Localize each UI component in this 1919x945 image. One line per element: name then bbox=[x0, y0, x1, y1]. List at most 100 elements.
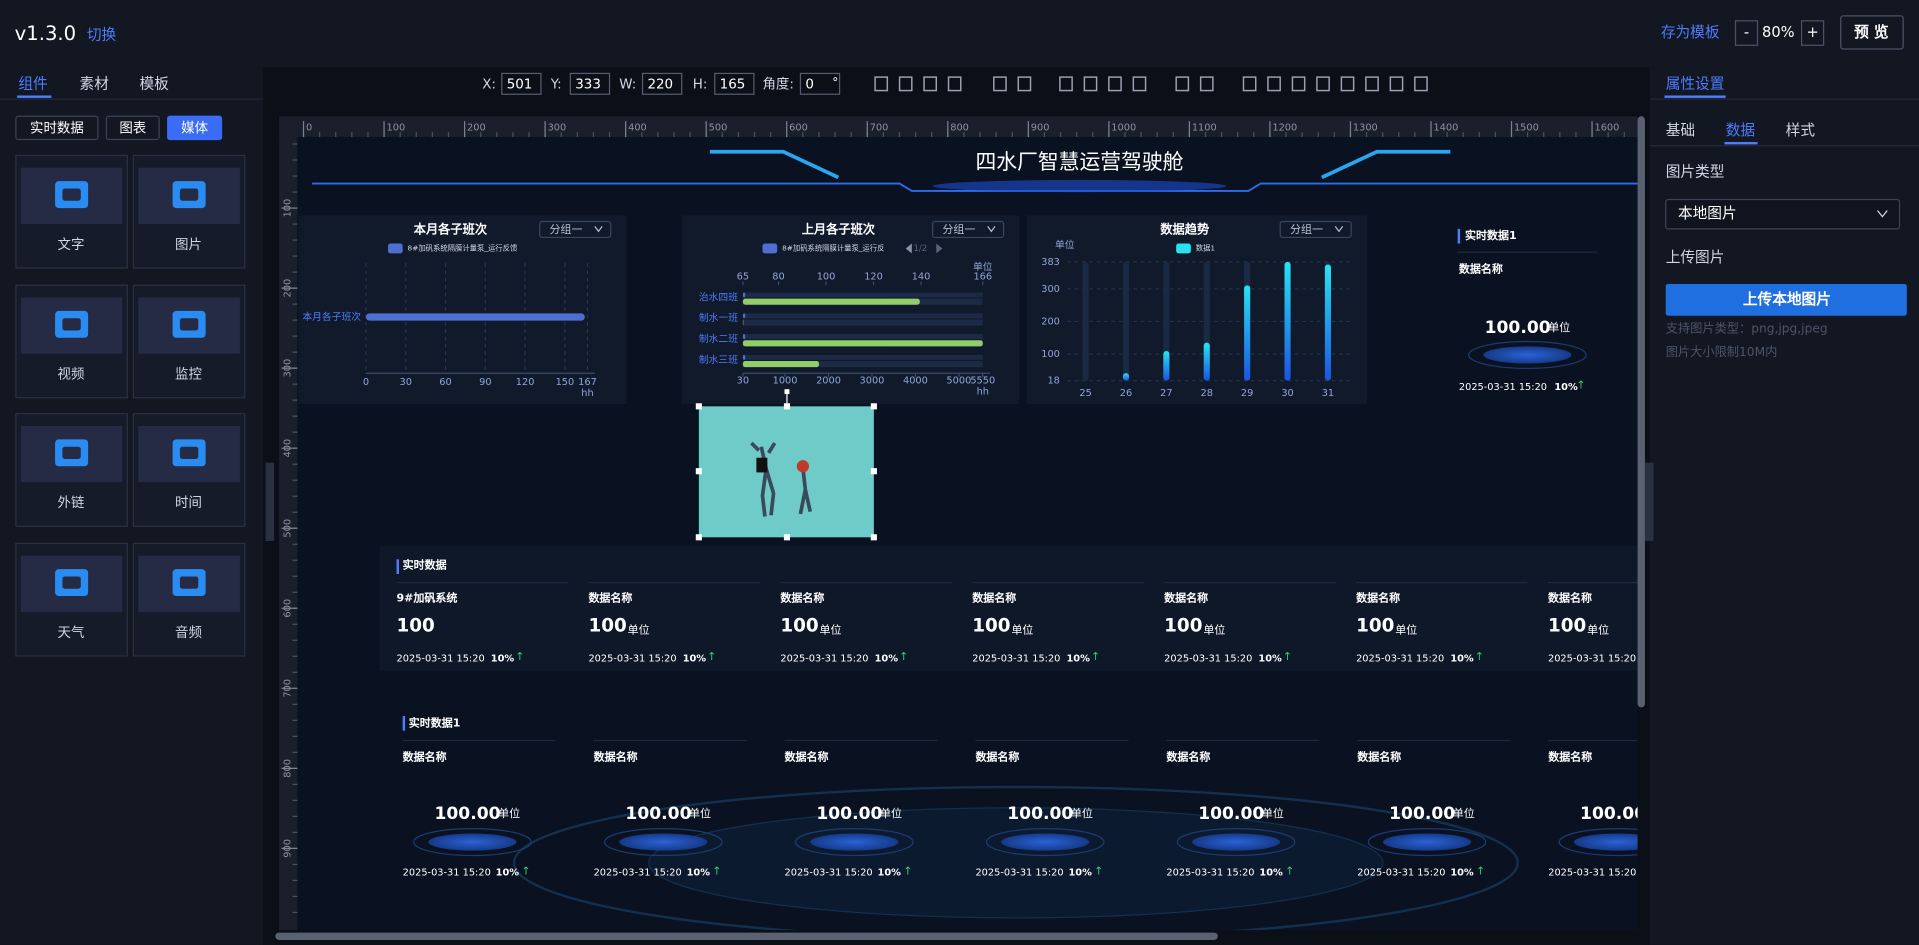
ruler-label: 900 bbox=[1031, 122, 1050, 133]
field-label: 角度: bbox=[762, 76, 793, 92]
title-marker bbox=[402, 715, 406, 731]
toolbar-icon[interactable] bbox=[1132, 76, 1147, 92]
image-type-select[interactable] bbox=[1665, 198, 1901, 230]
subtab: 图表 bbox=[119, 121, 146, 137]
toolbar-icon[interactable] bbox=[923, 76, 938, 92]
x-tick-label: 5000 bbox=[946, 376, 971, 387]
save-template[interactable]: 存为模板 bbox=[1661, 23, 1720, 41]
ruler-label: 200 bbox=[283, 279, 294, 298]
data-value: 100 bbox=[397, 616, 435, 637]
toolbar-icon[interactable] bbox=[1389, 76, 1404, 92]
toolbar-icon[interactable] bbox=[993, 76, 1007, 92]
toolbar-icon[interactable] bbox=[1316, 76, 1330, 92]
field-value: 165 bbox=[720, 77, 746, 92]
toolbar-icon[interactable] bbox=[1059, 76, 1073, 92]
component-icon-detail bbox=[179, 188, 199, 201]
x-tick-label: 30 bbox=[737, 376, 749, 387]
toolbar-icon[interactable] bbox=[1291, 76, 1306, 92]
collapse-left[interactable] bbox=[265, 462, 275, 541]
subtab-button[interactable] bbox=[105, 115, 160, 141]
resize-handle[interactable] bbox=[870, 468, 877, 475]
ruler-top bbox=[279, 116, 1638, 138]
glow bbox=[512, 785, 1519, 931]
dashboard-title: 四水厂智慧运营驾驶舱 bbox=[975, 150, 1183, 174]
settings-tab[interactable]: 数据 bbox=[1726, 122, 1756, 139]
resize-handle[interactable] bbox=[870, 534, 877, 541]
bar bbox=[1284, 261, 1291, 381]
x2-tick-label: 120 bbox=[864, 272, 883, 283]
data-time: 2025-03-31 15:20 bbox=[1459, 382, 1547, 393]
toolbar-icon[interactable] bbox=[1414, 76, 1428, 92]
toolbar-icon[interactable] bbox=[874, 76, 889, 92]
resize-handle[interactable] bbox=[783, 534, 791, 541]
resize-handle[interactable] bbox=[695, 468, 702, 475]
toolbar-icon[interactable] bbox=[1175, 76, 1190, 92]
resize-handle[interactable] bbox=[870, 403, 877, 410]
field-input[interactable] bbox=[501, 72, 542, 95]
data-value: 100 bbox=[1356, 616, 1394, 637]
resize-handle[interactable] bbox=[783, 403, 791, 410]
data-name: 数据名称 bbox=[1356, 590, 1400, 604]
widget-title: 实时数据1 bbox=[1465, 228, 1517, 242]
panel-tab[interactable]: 模板 bbox=[140, 74, 170, 92]
pager-next[interactable] bbox=[936, 243, 943, 254]
toolbar-icon[interactable] bbox=[1108, 76, 1122, 92]
zoom-out-button[interactable] bbox=[1734, 20, 1759, 46]
settings-tab[interactable]: 基础 bbox=[1666, 122, 1695, 139]
toolbar-icon[interactable] bbox=[1267, 76, 1281, 92]
field-input[interactable] bbox=[569, 72, 611, 95]
hint: 支持图片类型：png,jpg,jpeg bbox=[1666, 321, 1828, 336]
ruler-label: 500 bbox=[709, 122, 728, 133]
toolbar-icon[interactable] bbox=[1199, 76, 1214, 92]
panel-tab[interactable]: 素材 bbox=[80, 75, 110, 92]
image[interactable] bbox=[698, 406, 874, 538]
field-label: 图片类型 bbox=[1666, 164, 1725, 181]
scrollbar-horizontal[interactable] bbox=[275, 932, 1218, 940]
data-name: 数据名称 bbox=[975, 750, 1019, 764]
upload-button[interactable] bbox=[1665, 283, 1907, 316]
field-input[interactable] bbox=[641, 72, 683, 95]
resize-handle[interactable] bbox=[695, 403, 702, 410]
component-label: 音频 bbox=[175, 624, 202, 641]
resize-handle[interactable] bbox=[695, 534, 702, 541]
x-tick-label: 27 bbox=[1160, 388, 1172, 399]
field-input[interactable] bbox=[714, 72, 755, 95]
legend-page: 1/2 bbox=[913, 244, 927, 254]
group-select-label: 分组一 bbox=[942, 222, 975, 236]
group-select[interactable] bbox=[931, 220, 1005, 239]
rotate-handle[interactable] bbox=[784, 389, 790, 395]
switch-link[interactable]: 切换 bbox=[87, 26, 117, 43]
scrollbar-vertical[interactable] bbox=[1637, 116, 1645, 708]
toolbar-icon[interactable] bbox=[1340, 76, 1355, 92]
data-unit: 单位 bbox=[628, 622, 650, 636]
toolbar-icon[interactable] bbox=[1083, 76, 1098, 92]
data-time: 2025-03-31 15:20 bbox=[397, 653, 485, 664]
collapse-right[interactable] bbox=[1644, 462, 1654, 541]
toolbar-icon[interactable] bbox=[898, 76, 913, 92]
subtab-button[interactable] bbox=[15, 115, 99, 141]
ruler-label: 200 bbox=[467, 122, 486, 133]
bar-track bbox=[742, 354, 983, 360]
group-select[interactable] bbox=[1279, 220, 1352, 239]
field-input[interactable] bbox=[799, 72, 841, 95]
x-tick-label: 60 bbox=[439, 377, 451, 388]
category-label: 制水二班 bbox=[699, 332, 738, 345]
ruler-label: 800 bbox=[950, 122, 969, 133]
data-change: 10% bbox=[878, 868, 902, 879]
data-time: 2025-03-31 15:20 bbox=[1548, 868, 1636, 879]
data-value: 100.00 bbox=[816, 804, 882, 824]
preview-button[interactable] bbox=[1840, 15, 1904, 50]
bar bbox=[742, 313, 746, 319]
toolbar-icon[interactable] bbox=[947, 76, 962, 92]
bar bbox=[742, 361, 819, 368]
panel-tab[interactable]: 组件 bbox=[18, 75, 47, 92]
toolbar-icon[interactable] bbox=[1242, 76, 1257, 92]
subtab-button[interactable] bbox=[167, 115, 223, 141]
pager-prev[interactable] bbox=[905, 243, 912, 254]
component-icon-detail bbox=[62, 188, 81, 201]
group-select[interactable] bbox=[539, 220, 612, 239]
zoom-in-button[interactable] bbox=[1800, 20, 1825, 46]
toolbar-icon[interactable] bbox=[1365, 76, 1379, 92]
toolbar-icon[interactable] bbox=[1017, 76, 1032, 92]
settings-tab[interactable]: 样式 bbox=[1786, 122, 1816, 139]
